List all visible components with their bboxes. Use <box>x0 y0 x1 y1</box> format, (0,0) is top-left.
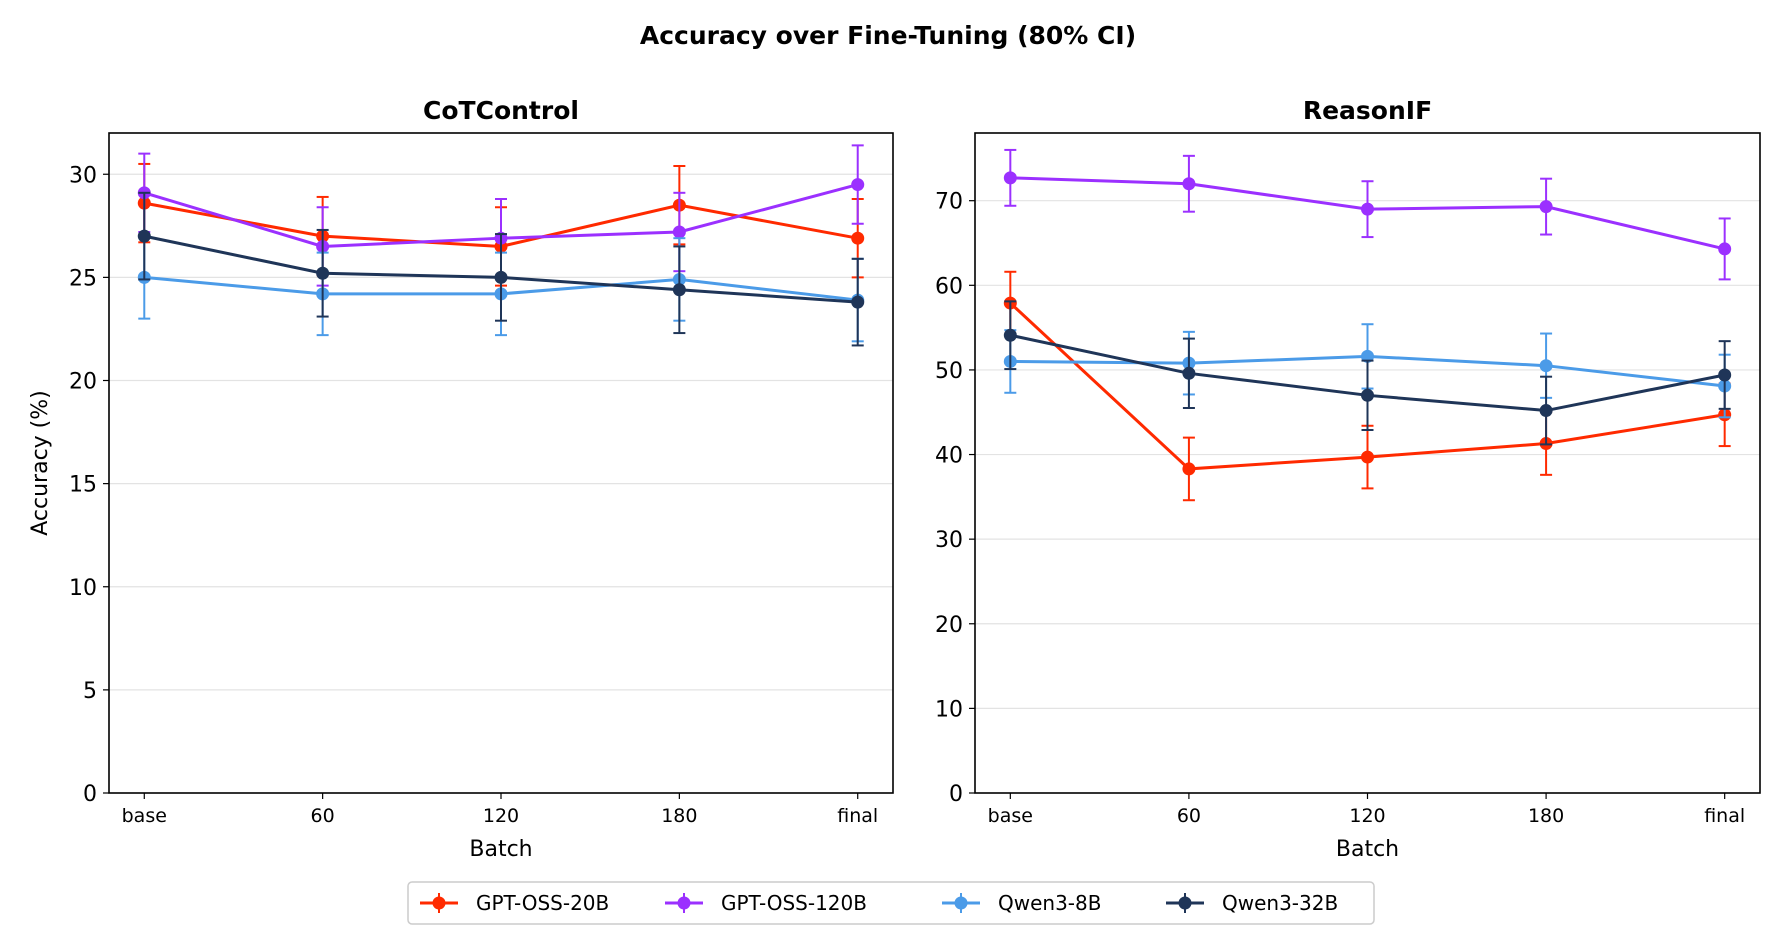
x-tick-label: 60 <box>1177 805 1201 827</box>
legend-entry-qwen3-8b: Qwen3-8B <box>942 891 1101 915</box>
series-gpt-oss-120b <box>1003 148 1732 281</box>
data-point <box>1539 200 1553 214</box>
x-axis-label: Batch <box>1336 837 1399 862</box>
y-axis-label: Accuracy (%) <box>28 390 53 536</box>
data-point <box>1718 242 1732 256</box>
legend-entry-qwen3-32b: Qwen3-32B <box>1166 891 1338 915</box>
data-point <box>851 295 865 309</box>
data-point <box>672 225 686 239</box>
legend-entry-gpt-oss-120b: GPT-OSS-120B <box>665 891 867 915</box>
y-tick-label: 30 <box>69 163 97 188</box>
y-tick-label: 15 <box>69 473 97 498</box>
data-point <box>1539 359 1553 373</box>
subplot-title: ReasonIF <box>1303 96 1432 125</box>
y-tick-label: 10 <box>935 697 963 722</box>
legend-marker <box>432 896 446 910</box>
y-tick-label: 25 <box>69 266 97 291</box>
series-gpt-oss-20b <box>1003 270 1732 502</box>
x-tick-label: final <box>1704 805 1745 827</box>
subplot-reasonif: 0 10 20 30 40 50 60 70 base 60 120 180 final ReasonIF… <box>935 96 1761 862</box>
legend-label: GPT-OSS-120B <box>721 891 867 915</box>
legend-label: GPT-OSS-20B <box>476 891 609 915</box>
data-point <box>494 270 508 284</box>
data-point <box>316 266 330 280</box>
y-tick-label: 20 <box>69 370 97 395</box>
y-tick-label: 70 <box>935 190 963 215</box>
data-point <box>1182 462 1196 476</box>
legend-frame <box>407 881 1375 925</box>
legend-marker <box>1178 896 1192 910</box>
y-tick-label: 10 <box>69 576 97 601</box>
data-point <box>1182 177 1196 191</box>
x-tick-label: 180 <box>1528 805 1564 827</box>
subplot-cotcontrol: 0 5 10 15 20 25 30 base 60 120 180 final CoTControl B… <box>28 96 894 862</box>
data-point <box>1361 388 1374 402</box>
x-axis-label: Batch <box>469 837 532 862</box>
legend-marker <box>954 896 968 910</box>
data-point <box>137 229 151 243</box>
data-point <box>1361 202 1374 216</box>
y-tick-label: 0 <box>83 782 97 807</box>
legend-marker <box>677 896 691 910</box>
data-point <box>1718 368 1732 382</box>
x-tick-label: 60 <box>311 805 335 827</box>
data-point <box>672 283 686 297</box>
y-tick-label: 20 <box>935 613 963 638</box>
legend: GPT-OSS-20B GPT-OSS-120B Qwen3-8B Qwen3-32B <box>407 881 1375 925</box>
x-tick-label: 120 <box>1349 805 1385 827</box>
data-point <box>1003 171 1017 185</box>
legend-label: Qwen3-8B <box>998 891 1101 915</box>
axes-frame <box>108 132 894 794</box>
legend-entry-gpt-oss-20b: GPT-OSS-20B <box>420 891 609 915</box>
y-tick-label: 0 <box>949 782 963 807</box>
data-point <box>1003 328 1017 342</box>
x-tick-label: base <box>988 805 1033 827</box>
data-point <box>1361 450 1374 464</box>
x-tick-label: base <box>122 805 167 827</box>
y-tick-label: 5 <box>83 679 97 704</box>
data-point <box>851 178 865 192</box>
legend-label: Qwen3-32B <box>1222 891 1338 915</box>
y-tick-label: 40 <box>935 444 963 469</box>
y-tick-label: 30 <box>935 528 963 553</box>
data-point <box>1182 366 1196 380</box>
series-qwen3-32b <box>1003 300 1732 446</box>
figure-title: Accuracy over Fine-Tuning (80% CI) <box>640 21 1136 50</box>
series-qwen3-32b <box>137 191 865 347</box>
x-tick-label: 120 <box>483 805 519 827</box>
data-point <box>1539 404 1553 418</box>
data-point <box>851 231 865 245</box>
y-tick-label: 50 <box>935 359 963 384</box>
subplot-title: CoTControl <box>423 96 579 125</box>
x-tick-label: 180 <box>661 805 697 827</box>
axes-frame <box>974 132 1761 794</box>
y-tick-label: 60 <box>935 274 963 299</box>
x-tick-label: final <box>837 805 878 827</box>
